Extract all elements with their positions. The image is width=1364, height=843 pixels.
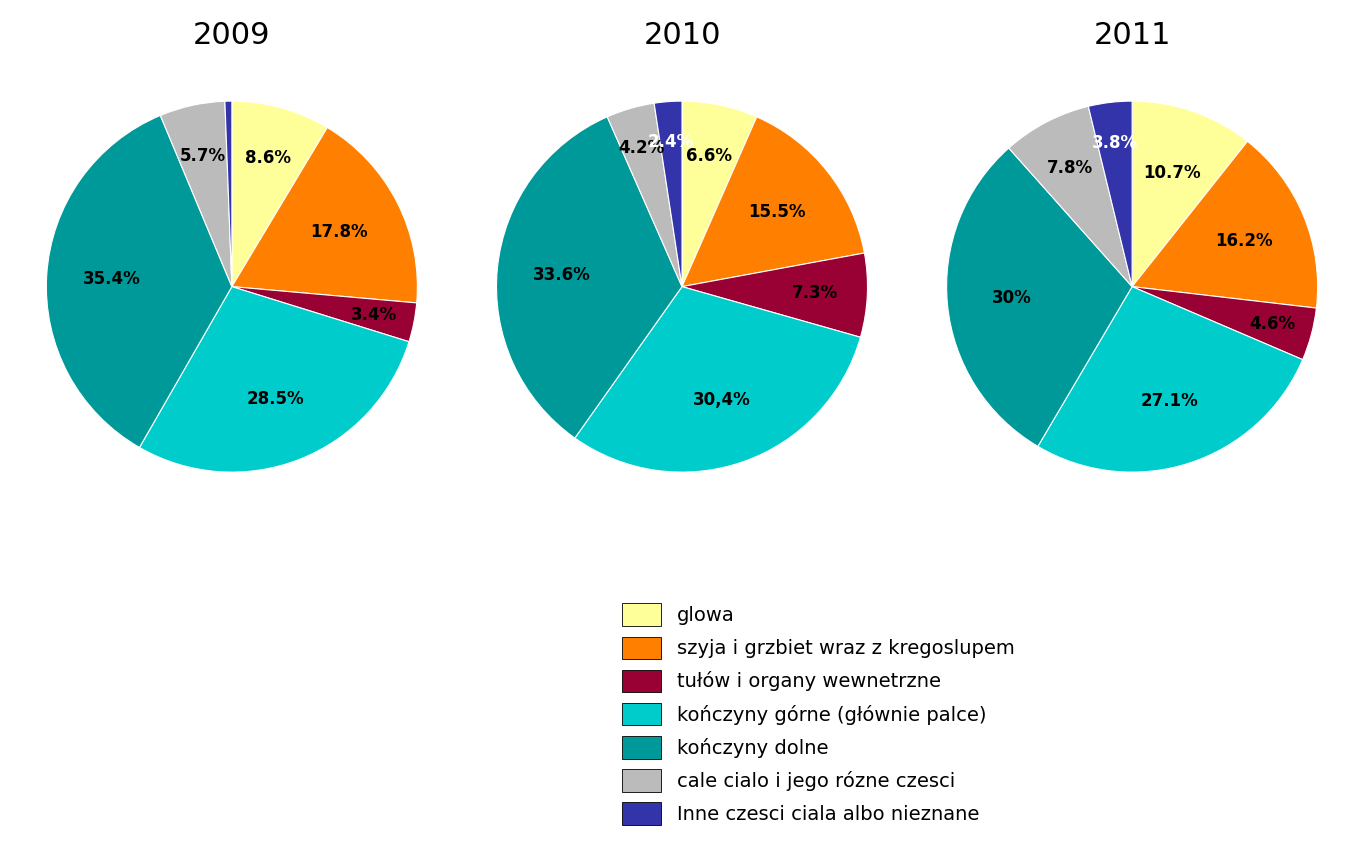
Text: 3.8%: 3.8% [1091,134,1138,152]
Text: 30,4%: 30,4% [693,391,752,410]
Text: 33.6%: 33.6% [533,266,591,283]
Text: 28.5%: 28.5% [247,389,304,408]
Text: 10.7%: 10.7% [1143,164,1200,182]
Wedge shape [232,101,327,287]
Wedge shape [46,115,232,448]
Text: 2.4%: 2.4% [648,133,694,152]
Wedge shape [161,101,232,287]
Wedge shape [139,287,409,472]
Text: 6.6%: 6.6% [686,147,732,165]
Wedge shape [232,127,417,303]
Wedge shape [1132,101,1248,287]
Text: 3.4%: 3.4% [351,306,397,324]
Text: 27.1%: 27.1% [1140,392,1199,411]
Text: 4.6%: 4.6% [1249,314,1294,333]
Text: 7.3%: 7.3% [792,284,839,302]
Title: 2011: 2011 [1094,20,1170,50]
Wedge shape [607,103,682,287]
Text: 30%: 30% [992,289,1033,308]
Text: 35.4%: 35.4% [83,270,140,288]
Wedge shape [682,117,865,287]
Wedge shape [655,101,682,287]
Wedge shape [574,287,861,472]
Wedge shape [1132,142,1318,308]
Wedge shape [496,117,682,438]
Legend: glowa, szyja i grzbiet wraz z kregoslupem, tułów i organy wewnetrzne, kończyny g: glowa, szyja i grzbiet wraz z kregoslupe… [622,604,1015,824]
Wedge shape [682,101,757,287]
Title: 2010: 2010 [644,20,720,50]
Text: 17.8%: 17.8% [311,223,368,241]
Text: 15.5%: 15.5% [747,203,805,221]
Title: 2009: 2009 [194,20,270,50]
Wedge shape [947,148,1132,447]
Wedge shape [232,287,416,341]
Wedge shape [1132,287,1316,360]
Wedge shape [1009,106,1132,287]
Text: 4.2%: 4.2% [618,138,664,157]
Text: 5.7%: 5.7% [180,148,226,165]
Text: 7.8%: 7.8% [1048,159,1093,177]
Wedge shape [1088,101,1132,287]
Wedge shape [225,101,232,287]
Wedge shape [682,253,868,337]
Text: 8.6%: 8.6% [244,149,291,167]
Text: 16.2%: 16.2% [1215,232,1273,250]
Wedge shape [1038,287,1303,472]
